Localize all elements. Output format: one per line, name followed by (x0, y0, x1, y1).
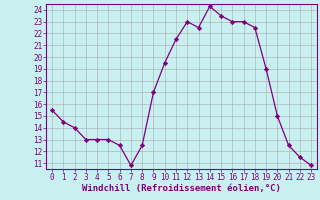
X-axis label: Windchill (Refroidissement éolien,°C): Windchill (Refroidissement éolien,°C) (82, 184, 281, 193)
